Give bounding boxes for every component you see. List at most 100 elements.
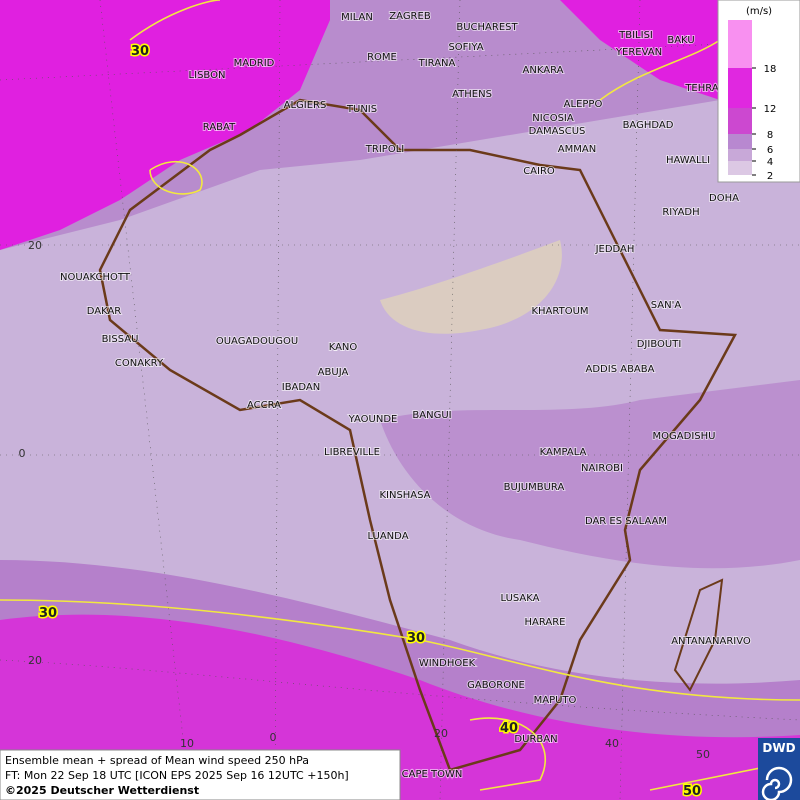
city-label: MOGADISHU [653, 431, 716, 442]
coastline [673, 578, 724, 692]
contour-label: 30 [407, 631, 425, 646]
city-label: SAN'A [651, 300, 682, 311]
legend-swatch [728, 134, 752, 149]
lat-label: 20 [28, 654, 42, 667]
coastline [98, 98, 738, 772]
city-label: KINSHASA [379, 490, 430, 501]
city-label: CAPE TOWN [402, 769, 463, 780]
city-label: ANTANANARIVO [671, 636, 751, 647]
city-label: AMMAN [558, 144, 596, 155]
city-label: TRIPOLI [365, 144, 404, 155]
city-label: CAIRO [523, 166, 555, 177]
city-label: JEDDAH [595, 244, 635, 255]
footer-box [0, 749, 401, 800]
city-label: IBADAN [282, 382, 321, 393]
lat-label: 0 [19, 447, 26, 460]
city-label: RIYADH [662, 207, 699, 218]
legend-swatch [728, 108, 752, 134]
city-label: YEREVAN [615, 47, 662, 58]
lon-label: 40 [605, 737, 619, 750]
lon-label: 50 [696, 748, 710, 761]
city-label: WINDHOEK [419, 658, 476, 669]
city-label: ROME [367, 52, 397, 63]
legend-tick-label: 2 [767, 171, 773, 182]
city-label: NICOSIA [532, 113, 574, 124]
city-label: MADRID [234, 58, 275, 69]
city-label: BUCHAREST [456, 22, 518, 33]
logo-swirl [761, 766, 793, 800]
city-label: OUAGADOUGOU [216, 336, 298, 347]
city-label: KHARTOUM [531, 306, 588, 317]
city-label: BAGHDAD [623, 120, 674, 131]
city-label: ALEPPO [564, 99, 603, 110]
legend-tick-label: 18 [764, 64, 777, 75]
legend-tick-label: 8 [767, 130, 773, 141]
logo-text: DWD [762, 741, 795, 755]
legend-tick-label: 4 [767, 157, 773, 168]
city-label: MILAN [341, 12, 373, 23]
lat-label: 20 [28, 239, 42, 252]
city-label: LIBREVILLE [324, 447, 380, 458]
city-label: NAIROBI [581, 463, 623, 474]
contour-label: 30 [39, 606, 57, 621]
lon-label: 10 [180, 737, 194, 750]
city-label: DAR ES SALAAM [585, 516, 667, 527]
calm-area [380, 240, 562, 334]
city-label: ADDIS ABABA [586, 364, 655, 375]
city-label: ALGIERS [284, 100, 327, 111]
city-label: MAPUTO [534, 695, 577, 706]
footer-text: FT: Mon 22 Sep 18 UTC [ICON EPS 2025 Sep… [5, 769, 349, 782]
city-label: NOUAKCHOTT [60, 272, 131, 283]
city-label: TEHRA [684, 83, 718, 94]
city-label: GABORONE [467, 680, 525, 691]
city-label: BUJUMBURA [504, 482, 565, 493]
city-label: DOHA [709, 193, 739, 204]
city-label: TUNIS [346, 104, 377, 115]
city-label: LUANDA [367, 531, 408, 542]
city-label: HAWALLI [666, 155, 710, 166]
city-label: SOFIYA [448, 42, 483, 53]
wind-band [560, 0, 720, 100]
legend-tick-label: 6 [767, 145, 773, 156]
city-label: KANO [329, 342, 358, 353]
city-label: KAMPALA [540, 447, 587, 458]
legend: (m/s) 2 46 8 12 18 [717, 0, 800, 183]
city-label: ABUJA [318, 367, 349, 378]
lon-label: 20 [434, 727, 448, 740]
contour-label: 40 [500, 721, 518, 736]
legend-swatch [728, 149, 752, 161]
legend-swatch [728, 161, 752, 175]
city-label: LUSAKA [501, 593, 540, 604]
city-label: CONAKRY [115, 358, 164, 369]
city-label: BISSAU [102, 334, 139, 345]
city-label: TIRANA [418, 58, 456, 69]
city-label: BAKU [667, 35, 694, 46]
city-label: BANGUI [412, 410, 451, 421]
wind-band [380, 380, 800, 569]
footer-text: Ensemble mean + spread of Mean wind spee… [5, 754, 309, 767]
city-label: HARARE [524, 617, 565, 628]
city-label: ZAGREB [389, 11, 431, 22]
footer-text: ©2025 Deutscher Wetterdienst [5, 784, 199, 797]
city-label: RABAT [203, 122, 236, 133]
contour-label: 30 [131, 44, 149, 59]
city-label: YAOUNDE [348, 414, 398, 425]
city-label: DURBAN [514, 734, 557, 745]
city-label: TBILISI [618, 30, 653, 41]
city-label: LISBON [189, 70, 226, 81]
legend-tick-label: 12 [764, 104, 777, 115]
city-label: ANKARA [523, 65, 564, 76]
contour-label: 50 [683, 784, 701, 799]
legend-swatch [728, 20, 752, 68]
wind-band [0, 0, 330, 250]
lon-label: 0 [270, 731, 277, 744]
city-label: ACCRA [247, 400, 281, 411]
city-label: DAMASCUS [529, 126, 586, 137]
legend-unit: (m/s) [746, 6, 772, 17]
city-label: DJIBOUTI [637, 339, 682, 350]
legend-swatch [728, 68, 752, 108]
city-label: DAKAR [87, 306, 122, 317]
